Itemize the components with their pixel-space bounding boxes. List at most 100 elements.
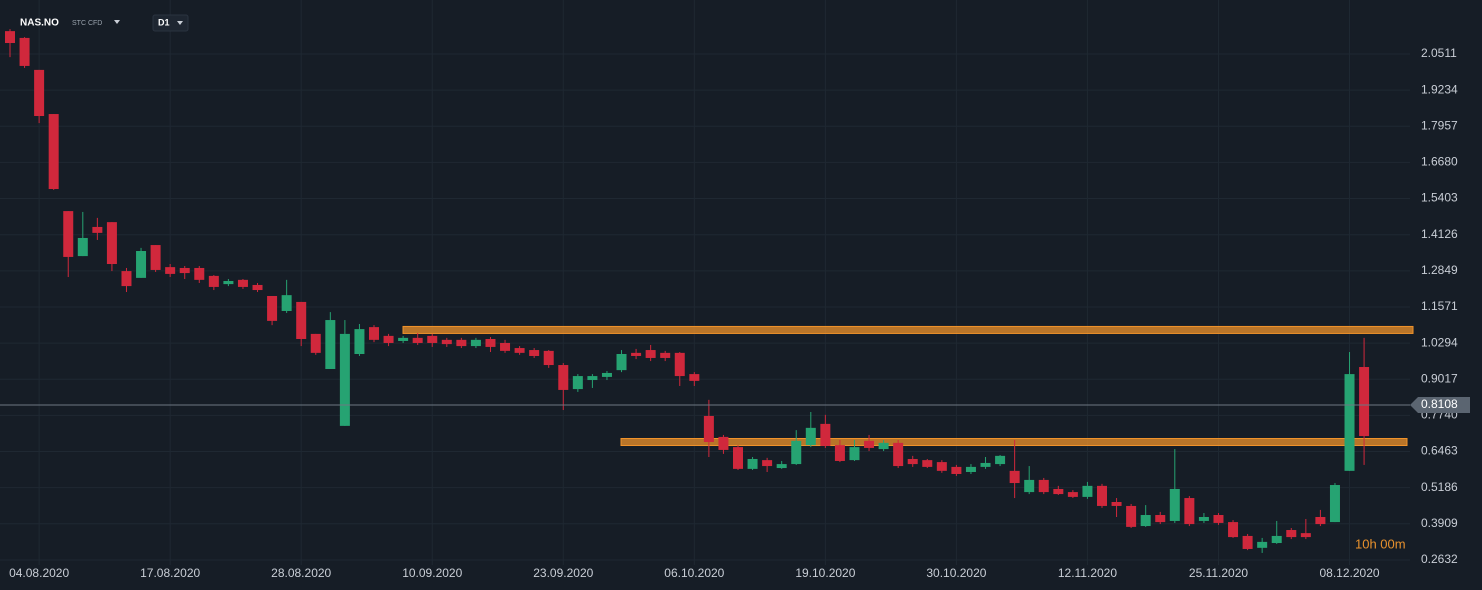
candle-body bbox=[412, 337, 423, 343]
candle-body bbox=[150, 245, 161, 270]
candle-body bbox=[1329, 485, 1340, 523]
candle-body bbox=[1300, 533, 1311, 538]
candle-body bbox=[674, 352, 685, 377]
levels bbox=[402, 325, 1414, 447]
candle-body bbox=[208, 275, 219, 287]
symbol-dropdown[interactable] bbox=[114, 20, 120, 24]
candle-body bbox=[1213, 515, 1224, 523]
candle-body bbox=[19, 37, 30, 66]
candle-body bbox=[558, 365, 569, 390]
y-tick-label: 0.9017 bbox=[1421, 371, 1458, 385]
timeframe[interactable]: D1 bbox=[158, 17, 170, 27]
candle-body bbox=[237, 279, 248, 287]
candle-body bbox=[791, 440, 802, 465]
y-tick-label: 1.4126 bbox=[1421, 227, 1458, 241]
candle-body bbox=[834, 445, 845, 461]
x-tick-label: 23.09.2020 bbox=[533, 566, 593, 580]
toolbar: NAS.NO STC CFD D1 bbox=[20, 14, 189, 32]
candle-body bbox=[601, 372, 612, 377]
candle-body bbox=[587, 376, 598, 381]
candle-body bbox=[500, 342, 511, 351]
candle-body bbox=[936, 462, 947, 471]
candle-body bbox=[5, 31, 15, 44]
y-tick-label: 1.9234 bbox=[1421, 82, 1458, 96]
candle-body bbox=[339, 333, 350, 426]
candle-body bbox=[441, 339, 452, 345]
y-tick-label: 0.6463 bbox=[1421, 444, 1458, 458]
candle-body bbox=[456, 339, 467, 347]
candle-body bbox=[267, 295, 278, 321]
candle-body bbox=[325, 320, 336, 369]
instrument-type: STC CFD bbox=[72, 20, 102, 27]
candle-body bbox=[1024, 479, 1035, 493]
candle-body bbox=[106, 222, 117, 265]
x-tick-label: 28.08.2020 bbox=[271, 566, 331, 580]
candle-body bbox=[281, 295, 292, 311]
candle-body bbox=[1184, 498, 1195, 525]
candle-body bbox=[63, 211, 74, 257]
candle-body bbox=[689, 374, 700, 381]
level-band bbox=[402, 325, 1414, 334]
candle-body bbox=[762, 460, 773, 467]
y-tick-label: 2.0511 bbox=[1421, 46, 1457, 60]
candle-body bbox=[1359, 367, 1370, 437]
last-price-tag bbox=[1410, 396, 1470, 413]
candle-body bbox=[179, 267, 190, 274]
candle-body bbox=[1097, 485, 1107, 506]
candle-body bbox=[878, 442, 889, 450]
y-tick-label: 1.5403 bbox=[1421, 191, 1458, 205]
x-tick-label: 06.10.2020 bbox=[664, 566, 724, 580]
timeframe-box[interactable] bbox=[152, 14, 189, 32]
candle-body bbox=[893, 442, 904, 467]
candle-body bbox=[1242, 535, 1253, 549]
candle-body bbox=[864, 440, 875, 448]
candle-body bbox=[645, 350, 656, 358]
candle-body bbox=[1155, 515, 1166, 523]
candle-body bbox=[470, 339, 481, 347]
x-tick-label: 04.08.2020 bbox=[9, 566, 69, 580]
y-tick-label: 1.0294 bbox=[1421, 335, 1458, 349]
candle-body bbox=[543, 350, 554, 366]
candle-body bbox=[1053, 488, 1064, 495]
candle-body bbox=[354, 329, 365, 354]
candle-body bbox=[572, 376, 583, 390]
candle-body bbox=[980, 462, 991, 467]
candle-body bbox=[92, 226, 103, 233]
candle-body bbox=[965, 466, 976, 472]
candle-body bbox=[310, 333, 321, 353]
candle-body bbox=[1315, 516, 1326, 525]
candle-body bbox=[1286, 530, 1297, 538]
candle-body bbox=[1344, 374, 1355, 471]
timeframe-dropdown[interactable] bbox=[177, 21, 183, 25]
y-tick-label: 1.6680 bbox=[1421, 155, 1458, 169]
candle-body bbox=[1009, 470, 1020, 484]
candle-body bbox=[805, 427, 816, 446]
candle-body bbox=[1169, 488, 1180, 521]
candle-body bbox=[296, 301, 307, 340]
candle-body bbox=[223, 280, 234, 285]
candle-body bbox=[48, 114, 59, 190]
candle-body bbox=[485, 339, 496, 347]
candle-body bbox=[616, 353, 627, 371]
candle-body bbox=[1038, 479, 1049, 493]
candle-body bbox=[252, 284, 263, 291]
x-tick-label: 25.11.2020 bbox=[1189, 566, 1248, 580]
candle-body bbox=[77, 237, 88, 257]
candle-body bbox=[951, 466, 962, 474]
symbol[interactable]: NAS.NO bbox=[20, 18, 59, 29]
candle-body bbox=[1067, 492, 1078, 497]
x-tick-label: 12.11.2020 bbox=[1058, 566, 1117, 580]
candle-body bbox=[1140, 515, 1151, 527]
level-band bbox=[620, 438, 1408, 447]
candle-body bbox=[165, 267, 176, 274]
candle-body bbox=[907, 458, 918, 465]
candles bbox=[5, 29, 1370, 553]
candle-body bbox=[1271, 535, 1282, 544]
y-tick-label: 0.2632 bbox=[1421, 552, 1458, 566]
x-tick-label: 30.10.2020 bbox=[926, 566, 986, 580]
candle-body bbox=[514, 348, 525, 353]
candle-body bbox=[631, 352, 642, 356]
candle-body bbox=[1228, 522, 1239, 538]
